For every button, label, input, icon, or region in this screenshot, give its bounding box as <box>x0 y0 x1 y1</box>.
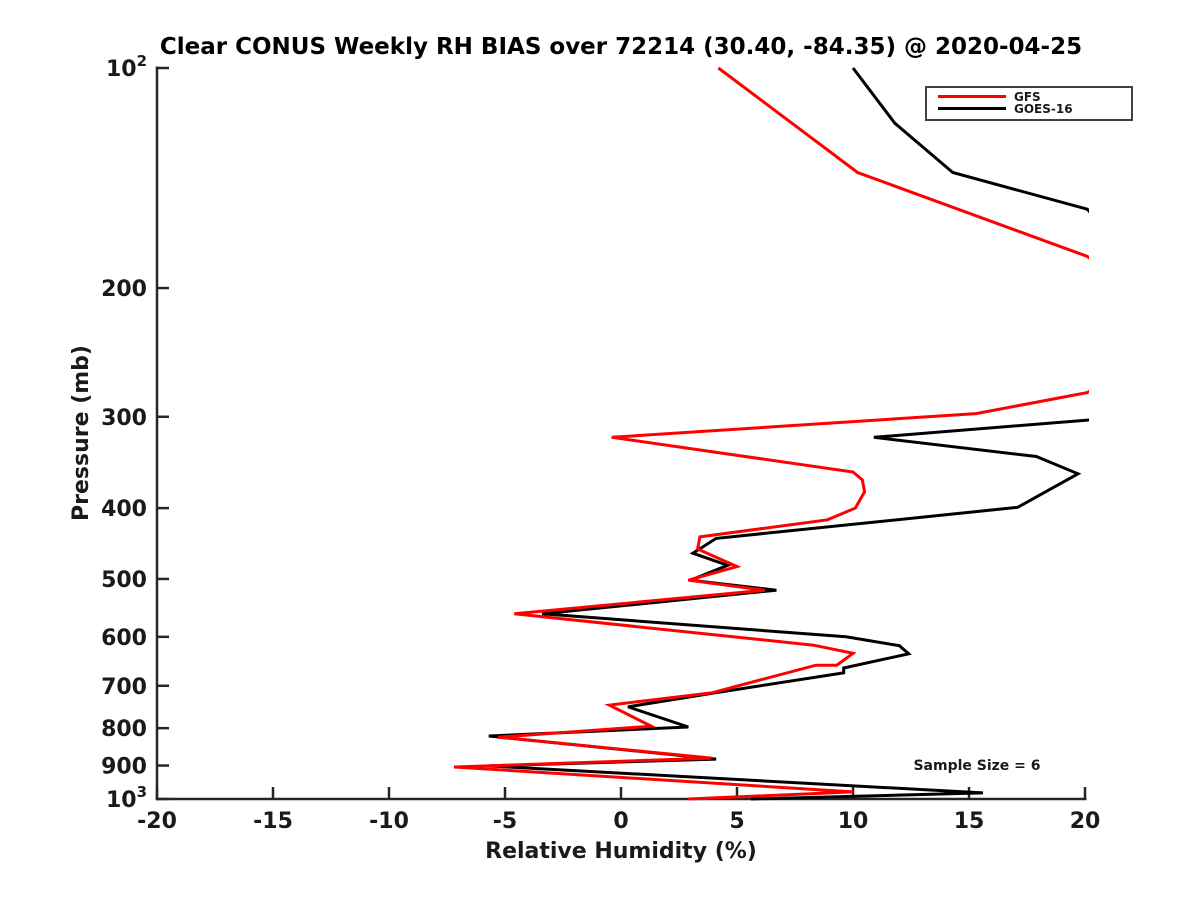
chart-title: Clear CONUS Weekly RH BIAS over 72214 (3… <box>160 34 1082 60</box>
y-tick-label: 800 <box>101 717 147 742</box>
y-tick-label: 700 <box>101 675 147 700</box>
y-tick-label: 600 <box>101 626 147 651</box>
y-tick-label: 900 <box>101 755 147 780</box>
y-axis-label: Pressure (mb) <box>69 345 94 521</box>
legend-label-gfs: GFS <box>1014 90 1041 104</box>
y-tick-label: 300 <box>101 406 147 431</box>
y-tick-label: 103 <box>106 783 147 813</box>
x-tick-label: 20 <box>1070 809 1101 834</box>
sample-size-annotation: Sample Size = 6 <box>913 758 1040 774</box>
series-goes-16 <box>488 67 1089 801</box>
y-tick-label: 200 <box>101 277 147 302</box>
y-tick-label: 400 <box>101 497 147 522</box>
y-tick-label: 500 <box>101 568 147 593</box>
x-tick-label: -5 <box>493 809 517 834</box>
x-tick-label: -15 <box>253 809 293 834</box>
x-tick-label: 0 <box>613 809 628 834</box>
x-tick-label: -10 <box>369 809 409 834</box>
legend: GFS GOES-16 <box>925 86 1133 121</box>
series-gfs <box>453 66 1089 801</box>
legend-box <box>925 86 1133 121</box>
axes: -20 -15 -10 -5 0 5 10 15 20 102 200 300 400 500 600 700… <box>101 52 1100 834</box>
y-tick-label: 102 <box>106 52 147 82</box>
x-axis-label: Relative Humidity (%) <box>485 839 757 864</box>
legend-label-goes16: GOES-16 <box>1014 102 1073 116</box>
x-tick-label: -20 <box>137 809 177 834</box>
x-tick-label: 10 <box>838 809 869 834</box>
x-tick-label: 5 <box>729 809 744 834</box>
x-tick-label: 15 <box>954 809 985 834</box>
data-series <box>453 66 1089 801</box>
